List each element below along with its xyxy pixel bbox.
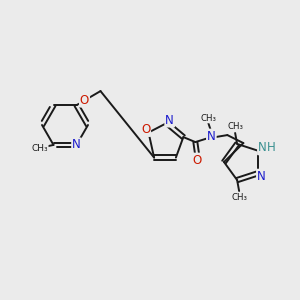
Text: N: N bbox=[72, 138, 81, 152]
Text: N: N bbox=[257, 170, 266, 183]
Text: CH₃: CH₃ bbox=[31, 144, 48, 153]
Text: O: O bbox=[80, 94, 89, 106]
Text: O: O bbox=[141, 123, 150, 136]
Text: CH₃: CH₃ bbox=[231, 193, 247, 202]
Text: CH₃: CH₃ bbox=[200, 114, 216, 123]
Text: N: N bbox=[165, 114, 174, 127]
Text: H: H bbox=[267, 141, 276, 154]
Text: N: N bbox=[258, 141, 267, 154]
Text: N: N bbox=[207, 130, 216, 142]
Text: CH₃: CH₃ bbox=[227, 122, 243, 131]
Text: O: O bbox=[193, 154, 202, 166]
